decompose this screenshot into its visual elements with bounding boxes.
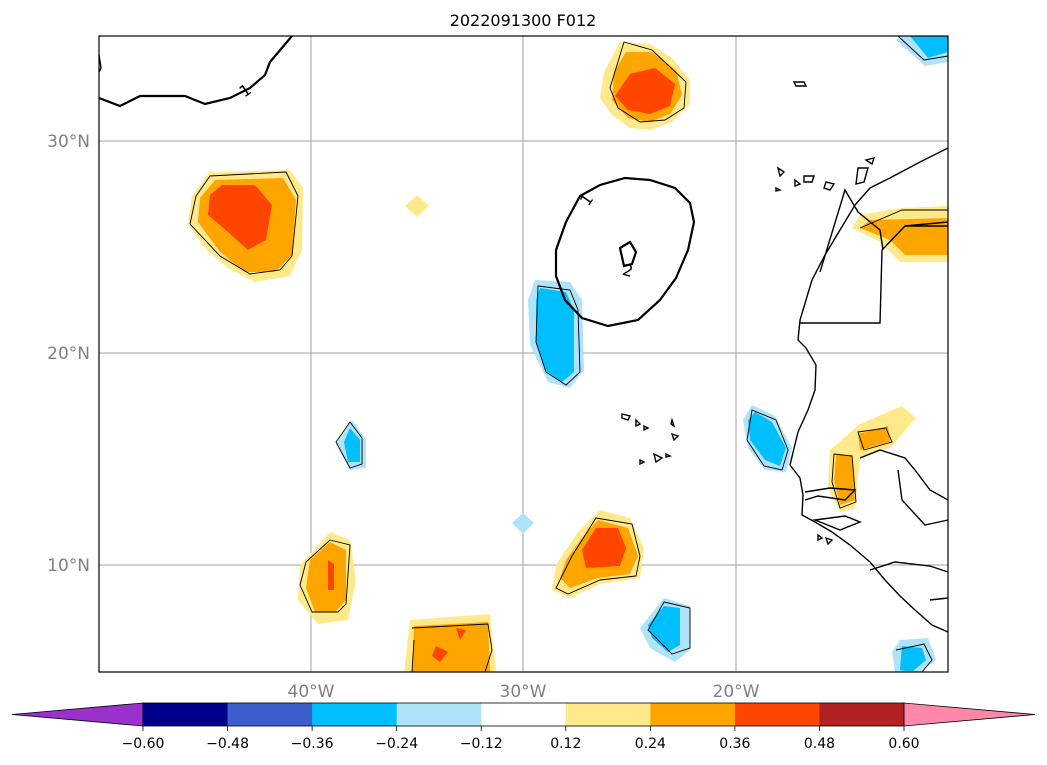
colorbar-tick-label: −0.24 [375,736,418,752]
map-frame [98,35,949,673]
colorbar-tick-label: 0.36 [719,736,750,752]
positive-anomaly-east [852,206,948,262]
positive-anomaly-west [188,170,303,282]
lon-label-30w: 30°W [500,682,547,702]
positive-anomaly-southwest [298,532,356,624]
colorbar-tick-label: 0.12 [550,736,581,752]
colorbar-bin [565,703,651,726]
lat-label-10n: 10°N [47,556,90,576]
colorbar-bin [650,703,736,726]
colorbar-bin [227,703,313,726]
contour-line-north [98,35,293,108]
positive-anomaly-south [404,614,496,672]
colorbar-bin [734,703,820,726]
colorbar-under-extend [11,702,144,727]
colorbar: −0.60 −0.48 −0.36 −0.24 −0.12 0.12 0.24 0.36 0.4… [11,702,1036,752]
negative-anomaly-west [336,420,366,470]
positive-anomaly-small [405,195,429,217]
colorbar-bin [396,703,482,726]
contour-line-central [554,176,696,328]
coastlines [98,54,949,633]
lat-label-20n: 20°N [47,344,90,364]
colorbar-tick-label: 0.48 [804,736,835,752]
colorbar-frame [142,702,905,727]
contour-label-inner: 2 [620,260,635,281]
colorbar-over-extend [903,702,1036,727]
colorbar-tick-label: −0.12 [460,736,503,752]
colorbar-tick-label: −0.48 [206,736,249,752]
colorbar-tick-label: −0.60 [122,736,165,752]
colorbar-bin [481,703,567,726]
colorbar-bin [819,703,905,726]
lon-label-40w: 40°W [288,682,335,702]
lat-label-30n: 30°N [47,132,90,152]
thin-contours [189,35,949,673]
negative-anomaly-coast [743,405,792,472]
map-panel: 1 1 2 [98,35,949,673]
figure-title: 2022091300 F012 [450,11,597,30]
colorbar-bin [143,703,229,726]
positive-anomaly-south-center [552,510,644,598]
lon-label-20w: 20°W [713,682,760,702]
colorbar-tick-label: −0.36 [291,736,334,752]
colorbar-tick-label: 0.60 [888,736,919,752]
contour-line-inner [618,240,638,268]
positive-anomaly-senegal [828,406,916,512]
negative-anomaly-south [640,598,690,662]
negative-anomaly-dot [512,513,534,534]
colorbar-tick-label: 0.24 [635,736,666,752]
colorbar-bin [312,703,398,726]
